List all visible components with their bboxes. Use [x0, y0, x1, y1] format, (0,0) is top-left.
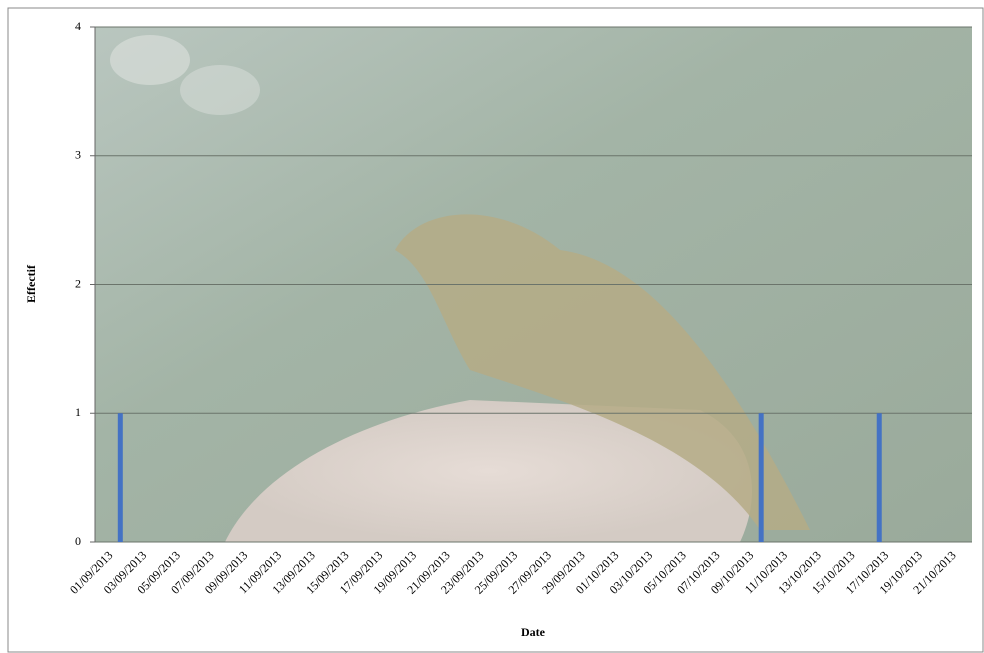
x-axis-title: Date: [521, 625, 546, 639]
bar: [117, 413, 123, 542]
y-tick-label: 0: [75, 534, 81, 548]
bar: [876, 413, 882, 542]
y-tick-label: 4: [75, 19, 81, 33]
y-tick-label: 1: [75, 405, 81, 419]
y-axis-title: Effectif: [24, 264, 38, 303]
y-tick-label: 2: [75, 276, 81, 290]
bar: [758, 413, 764, 542]
background-photo: [95, 27, 972, 542]
y-tick-label: 3: [75, 148, 81, 162]
